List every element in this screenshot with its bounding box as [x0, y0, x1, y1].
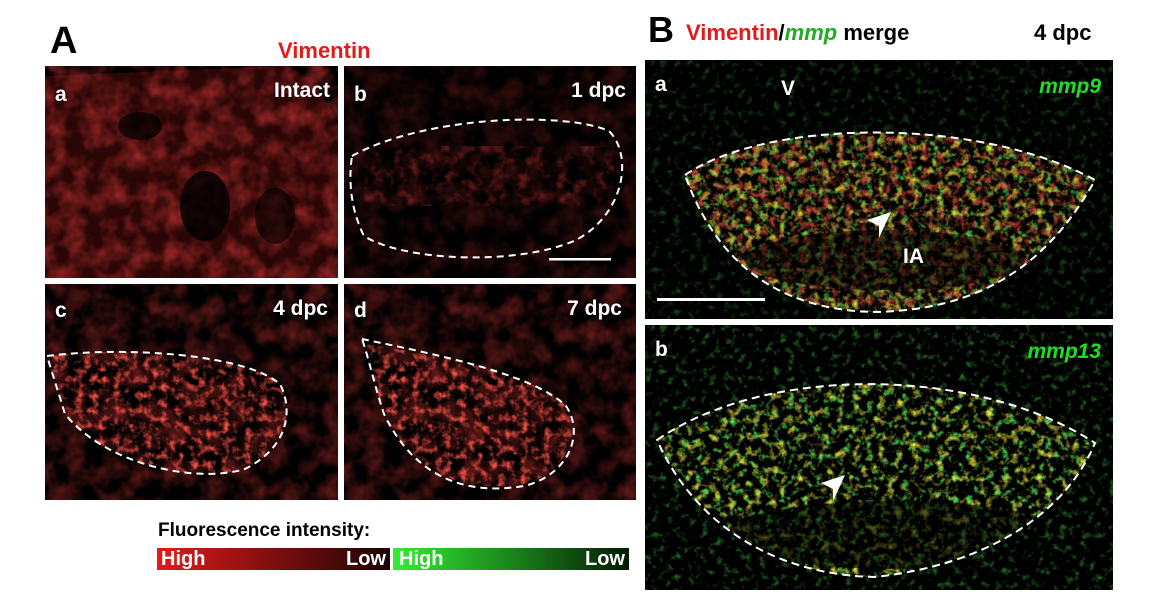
- region-ia-label: IA: [903, 245, 924, 268]
- subpanel-id: a: [55, 83, 67, 106]
- micrograph-image: [344, 284, 636, 500]
- micrograph-b-b-mmp13: b mmp13: [645, 325, 1113, 590]
- title-slash: /: [778, 20, 785, 45]
- subpanel-id: c: [55, 299, 67, 322]
- condition-label: 7 dpc: [567, 297, 622, 320]
- title-merge: merge: [843, 20, 910, 45]
- subpanel-id: a: [655, 73, 667, 96]
- micrograph-image: [45, 66, 338, 278]
- legend-red-low: Low: [346, 548, 386, 570]
- micrograph-image: [344, 66, 636, 278]
- panel-a-letter: A: [50, 20, 78, 62]
- gene-label: mmp9: [1039, 75, 1101, 98]
- title-mmp: mmp: [784, 20, 838, 45]
- micrograph-b-1dpc: b 1 dpc: [344, 66, 636, 278]
- condition-label: 4 dpc: [273, 297, 328, 320]
- legend-red-high: High: [161, 548, 206, 570]
- subpanel-id: d: [354, 299, 367, 322]
- title-vimentin: Vimentin: [686, 20, 779, 45]
- panel-b-letter: B: [648, 9, 674, 50]
- micrograph-d-7dpc: d 7 dpc: [344, 284, 636, 500]
- panel-a-title: Vimentin: [278, 38, 371, 63]
- gene-label: mmp13: [1027, 340, 1101, 363]
- micrograph-b-a-mmp9: a V IA mmp9: [645, 60, 1113, 319]
- micrograph-a-intact: a Intact: [45, 66, 338, 278]
- legend-green-bar: High Low: [393, 548, 629, 570]
- micrograph-image: [645, 60, 1113, 319]
- legend-red-bar: High Low: [157, 548, 390, 570]
- legend-green-high: High: [399, 548, 444, 570]
- micrograph-image: [45, 284, 338, 500]
- panel-b-title: Vimentin/mmp merge: [686, 20, 909, 46]
- legend-title: Fluorescence intensity:: [158, 520, 371, 541]
- legend-green-low: Low: [585, 548, 625, 570]
- subpanel-id: b: [354, 83, 367, 106]
- condition-label: Intact: [273, 79, 330, 102]
- micrograph-c-4dpc: c 4 dpc: [45, 284, 338, 500]
- region-v-label: V: [781, 77, 796, 100]
- micrograph-image: [645, 325, 1113, 590]
- condition-label: 1 dpc: [571, 79, 626, 102]
- panel-b-timepoint: 4 dpc: [1034, 20, 1092, 45]
- subpanel-id: b: [655, 338, 668, 361]
